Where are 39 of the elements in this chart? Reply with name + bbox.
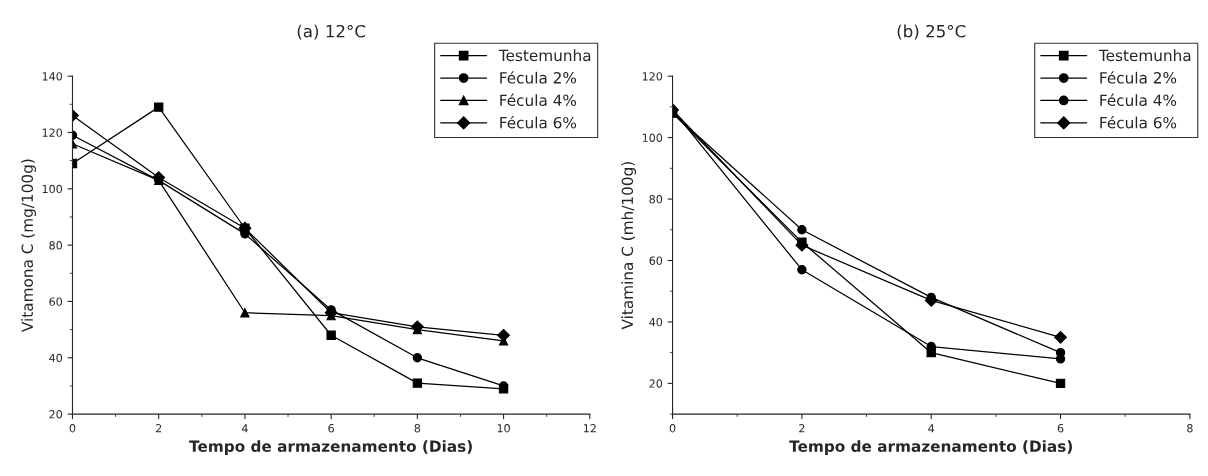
y-tick-label: 20 (49, 410, 63, 419)
x-tick-label: 0 (669, 424, 676, 433)
legend-label: Fécula 4% (1100, 93, 1177, 107)
y-tick-label: 80 (649, 195, 663, 204)
x-tick-label: 6 (1057, 424, 1064, 433)
legend-label: Testemunha (498, 49, 591, 62)
x-axis-title: Tempo de armazenamento (Dias) (189, 440, 472, 455)
x-tick-label: 4 (928, 424, 935, 433)
y-tick-label: 120 (642, 72, 663, 81)
y-tick-label: 20 (649, 379, 663, 388)
y-tick-label: 60 (649, 256, 663, 265)
legend-label: Fécula 4% (500, 93, 577, 107)
x-tick-label: 0 (69, 424, 76, 433)
x-tick-label: 2 (799, 424, 805, 433)
y-tick-label: 40 (649, 317, 663, 327)
y-tick-label: 80 (49, 241, 63, 250)
chart-title: (a) 12°C (297, 24, 366, 40)
x-tick-label: 8 (1187, 424, 1193, 433)
y-axis-title: Vitamina C (mh/100g) (621, 162, 637, 330)
legend-label: Fécula 6% (1100, 116, 1177, 129)
legend-label: Testemunha (1098, 49, 1191, 62)
y-tick-label: 140 (42, 72, 63, 81)
legend-label: Fécula 2% (500, 71, 577, 84)
chart-title: (b) 25°C (897, 24, 966, 40)
y-axis-title: Vitamona C (mg/100g) (21, 159, 36, 332)
y-tick-label: 60 (49, 297, 63, 306)
x-axis-title: Tempo de armazenamento (Dias) (789, 440, 1072, 455)
x-tick-label: 4 (241, 424, 248, 433)
y-tick-label: 100 (642, 133, 663, 142)
x-tick-label: 2 (155, 424, 162, 433)
y-tick-label: 40 (49, 353, 63, 363)
x-tick-label: 8 (414, 424, 421, 433)
x-tick-label: 12 (583, 424, 596, 433)
x-tick-label: 6 (328, 424, 334, 433)
y-tick-label: 100 (42, 184, 63, 194)
legend-label: Fécula 6% (500, 116, 577, 129)
legend-label: Fécula 2% (1100, 71, 1177, 84)
x-tick-label: 10 (497, 424, 510, 433)
y-tick-label: 120 (42, 128, 63, 137)
